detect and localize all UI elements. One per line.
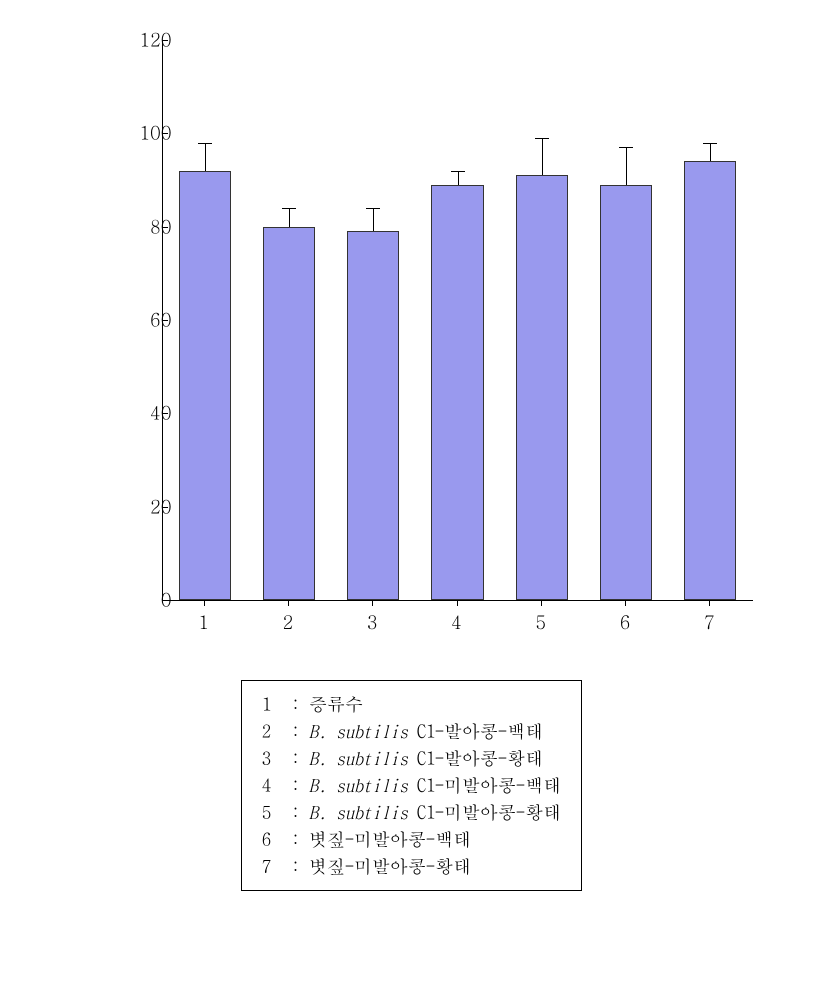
x-tick-label: 6 [620,610,631,635]
error-bar-vertical [458,171,459,185]
error-bar-cap [282,208,296,209]
error-bar-cap [619,147,633,148]
y-tick-mark [162,133,168,134]
y-tick-mark [162,507,168,508]
bar [684,161,736,600]
error-bar-vertical [205,143,206,171]
x-tick-mark [625,600,626,606]
legend-row: 5 : B. subtilis C1-미발아콩-황태 [262,799,561,826]
x-tick-label: 3 [367,610,378,635]
x-tick-label: 7 [704,610,715,635]
y-tick-mark [162,227,168,228]
y-tick-mark [162,40,168,41]
bar [347,231,399,600]
bar [263,227,315,600]
y-tick-mark [162,413,168,414]
legend-box: 1 : 증류수2 : B. subtilis C1-발아콩-백태3 : B. s… [241,680,582,891]
error-bar-vertical [542,138,543,175]
y-tick-mark [162,320,168,321]
legend-row: 1 : 증류수 [262,691,561,718]
bar [179,171,231,600]
y-tick-mark [162,600,168,601]
plot-area [162,40,753,601]
error-bar-cap [198,143,212,144]
bar [600,185,652,600]
x-tick-mark [709,600,710,606]
bar [431,185,483,600]
x-tick-mark [288,600,289,606]
error-bar-vertical [710,143,711,162]
legend-row: 6 : 볏짚-미발아콩-백태 [262,826,561,853]
x-tick-mark [457,600,458,606]
x-tick-label: 2 [283,610,294,635]
x-tick-label: 4 [451,610,462,635]
x-tick-mark [204,600,205,606]
x-tick-mark [372,600,373,606]
error-bar-cap [703,143,717,144]
legend-row: 4 : B. subtilis C1-미발아콩-백태 [262,772,561,799]
error-bar-cap [535,138,549,139]
error-bar-cap [366,208,380,209]
legend-row: 3 : B. subtilis C1-발아콩-황태 [262,745,561,772]
x-tick-mark [541,600,542,606]
error-bar-vertical [626,147,627,184]
x-tick-label: 5 [535,610,546,635]
x-tick-label: 1 [198,610,209,635]
legend-row: 7 : 볏짚-미발아콩-황태 [262,853,561,880]
error-bar-vertical [373,208,374,231]
bar [516,175,568,600]
error-bar-cap [451,171,465,172]
legend-row: 2 : B. subtilis C1-발아콩-백태 [262,718,561,745]
error-bar-vertical [289,208,290,227]
chart-container: Asparatate aminotransferase activity (IU… [52,20,772,640]
